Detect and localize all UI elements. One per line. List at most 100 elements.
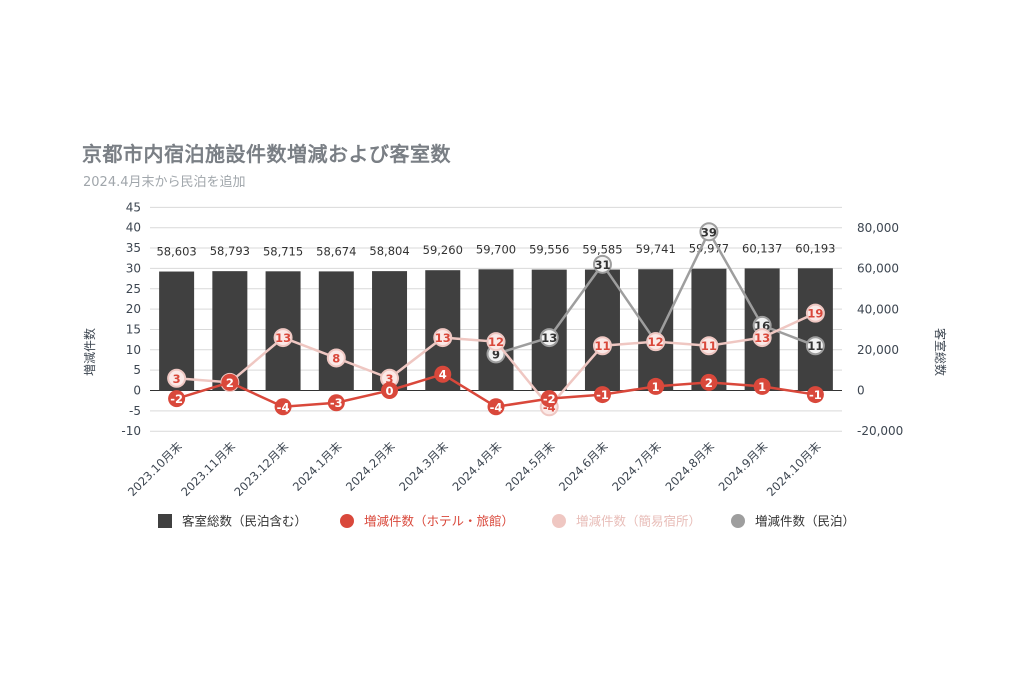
- left-axis: -10 -5 0 5 10 15 20 25 30 35 40 45: [121, 200, 141, 438]
- x-tick-label: 2024.7月末: [609, 439, 664, 494]
- data-label: 11: [594, 339, 610, 353]
- data-label: 8: [332, 351, 340, 365]
- data-point: [167, 368, 187, 388]
- data-point: [274, 398, 292, 416]
- bar-data-label: 58,793: [210, 244, 250, 258]
- data-label: 31: [594, 258, 610, 272]
- x-tick-label: 2024.3月末: [396, 439, 451, 494]
- bar-data-label: 59,700: [476, 242, 516, 256]
- bar-data-label: 58,603: [156, 245, 196, 259]
- x-tick-label: 2023.11月末: [178, 439, 238, 499]
- legend-swatch: [340, 514, 354, 528]
- right-axis-tick-label: 20,000: [857, 343, 899, 357]
- data-label: 3: [173, 372, 181, 386]
- left-axis-tick-label: 40: [126, 221, 141, 235]
- data-point: [539, 328, 559, 348]
- data-point: [753, 377, 771, 395]
- data-point: [487, 398, 505, 416]
- data-label: 39: [701, 225, 717, 239]
- data-label: 13: [275, 331, 291, 345]
- data-label: 3: [386, 372, 394, 386]
- data-point: [593, 386, 611, 404]
- legend-item[interactable]: 客室総数（民泊含む）: [158, 514, 307, 529]
- data-label: 1: [758, 380, 766, 394]
- data-point: [381, 382, 399, 399]
- data-label: -2: [543, 392, 556, 406]
- data-label: -2: [170, 392, 183, 406]
- left-axis-tick-label: 15: [126, 322, 141, 336]
- bar-data-label: 58,804: [369, 244, 409, 258]
- left-axis-tick-label: 25: [126, 282, 141, 296]
- data-point: [805, 336, 825, 356]
- right-axis-tick-label: 60,000: [857, 262, 899, 276]
- legend-swatch: [552, 514, 566, 528]
- line-series: 91331123916113213831312-41112111319-22-4…: [167, 222, 825, 417]
- data-point: [168, 390, 186, 408]
- legend-item[interactable]: 増減件数（ホテル・旅館）: [340, 514, 514, 529]
- bar-2024.4月末: [478, 269, 514, 391]
- data-point: [327, 394, 345, 412]
- legend-label: 増減件数（ホテル・旅館）: [364, 514, 514, 529]
- x-tick-label: 2024.8月末: [662, 439, 717, 494]
- bar-data-label: 59,260: [423, 243, 463, 257]
- bar-2024.7月末: [638, 269, 674, 391]
- left-axis-tick-label: 45: [126, 200, 141, 214]
- data-point: [434, 365, 452, 383]
- chart-title: 京都市内宿泊施設件数増減および客室数: [82, 142, 451, 166]
- left-axis-tick-label: 20: [126, 302, 141, 316]
- x-tick-label: 2024.6月末: [556, 439, 611, 494]
- data-point: [592, 336, 612, 356]
- bar-data-label: 59,977: [689, 242, 729, 256]
- data-label: 12: [488, 335, 504, 349]
- legend-item[interactable]: 増減件数（民泊）: [731, 514, 855, 529]
- left-axis-tick-label: 10: [126, 343, 141, 357]
- bar-2024.1月末: [318, 271, 354, 391]
- data-label: 4: [439, 368, 447, 382]
- data-point: [221, 373, 239, 391]
- right-axis-tick-label: 0: [857, 384, 865, 398]
- series-hotel: -2 2 -4 -3 0 4 -4 -2 -1 1 2 1 -1: [168, 365, 824, 416]
- right-axis-tick-label: 40,000: [857, 302, 899, 316]
- legend-swatch: [158, 514, 172, 528]
- bar-2023.11月末: [212, 271, 248, 391]
- data-point: [273, 328, 293, 348]
- left-axis-tick-label: -10: [121, 424, 141, 438]
- data-label: -4: [277, 400, 290, 414]
- data-label: 19: [807, 307, 823, 321]
- data-label: -3: [330, 396, 343, 410]
- right-axis-title: 客室総数: [933, 328, 948, 376]
- left-axis-tick-label: 30: [126, 261, 141, 275]
- right-axis-tick-label: 80,000: [857, 221, 899, 235]
- data-point: [647, 377, 665, 395]
- left-axis-tick-label: 0: [133, 384, 141, 398]
- data-point: [486, 332, 506, 352]
- data-label: 12: [648, 335, 664, 349]
- data-point: [700, 373, 718, 391]
- data-label: -4: [490, 400, 503, 414]
- data-label: 13: [754, 331, 770, 345]
- data-point: [592, 254, 612, 274]
- data-label: -1: [596, 388, 609, 402]
- x-tick-label: 2024.2月末: [343, 439, 398, 494]
- legend-item[interactable]: 増減件数（簡易宿所）: [552, 514, 701, 529]
- data-label: 0: [386, 384, 394, 398]
- left-axis-tick-label: -5: [129, 404, 141, 418]
- x-tick-label: 2024.9月末: [716, 439, 771, 494]
- bar-data-label: 59,585: [582, 243, 622, 257]
- data-label: 2: [705, 376, 713, 390]
- x-tick-label: 2024.4月末: [449, 439, 504, 494]
- legend-label: 増減件数（民泊）: [755, 514, 855, 529]
- data-label: 13: [435, 331, 451, 345]
- data-point: [433, 328, 453, 348]
- bar-2024.8月末: [691, 268, 727, 391]
- data-point: [646, 332, 666, 352]
- bar-data-label: 59,556: [529, 243, 569, 257]
- data-label: 11: [701, 339, 717, 353]
- x-tick-label: 2024.1月末: [290, 439, 345, 494]
- x-axis: 2023.10月末2023.11月末2023.12月末2024.1月末2024.…: [125, 439, 824, 499]
- left-axis-tick-label: 5: [133, 363, 141, 377]
- bar-data-label: 58,674: [316, 244, 356, 258]
- data-point: [699, 336, 719, 356]
- data-point: [540, 390, 558, 408]
